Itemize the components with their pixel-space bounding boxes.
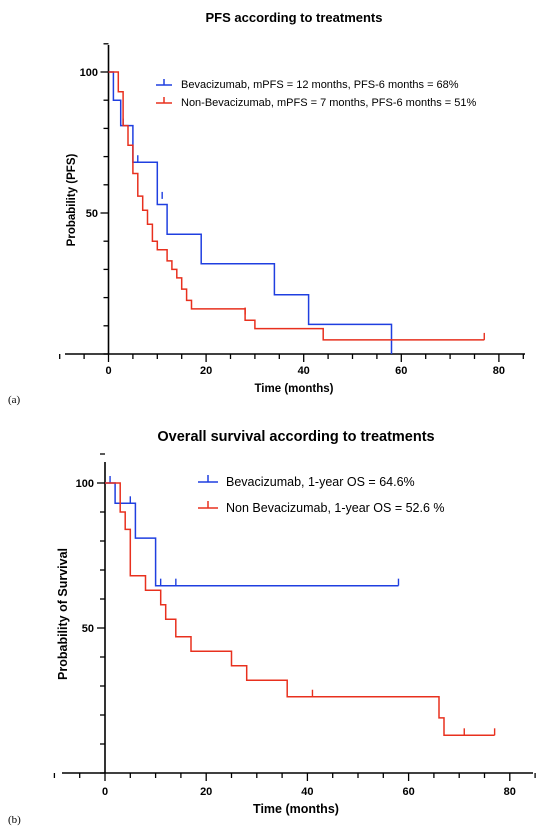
chart-a-legend-label-nonbev: Non-Bevacizumab, mPFS = 7 months, PFS-6 … xyxy=(181,97,477,109)
chart-a-legend: Bevacizumab, mPFS = 12 months, PFS-6 mon… xyxy=(156,79,477,109)
chart-b-x-tick-label: 40 xyxy=(301,786,313,798)
chart-a-ylabel: Probability (PFS) xyxy=(66,154,78,247)
chart-a-title: PFS according to treatments xyxy=(206,10,383,25)
chart-b-series-0-line xyxy=(105,482,399,587)
chart-b-ylabel: Probability of Survival xyxy=(56,548,70,680)
chart-b-title: Overall survival according to treatments xyxy=(157,429,434,445)
chart-b-x-tick-label: 80 xyxy=(504,786,516,798)
chart-a-legend-label-bev: Bevacizumab, mPFS = 12 months, PFS-6 mon… xyxy=(181,79,459,91)
chart-b-y-tick-label: 50 xyxy=(82,623,94,635)
chart-a-y-tick-label: 100 xyxy=(80,67,98,79)
chart-a-x-tick-label: 60 xyxy=(395,365,407,377)
chart-a-xlabel: Time (months) xyxy=(254,383,333,395)
chart-a-plot-area: 0 20 40 60 80 50 100 xyxy=(59,43,525,377)
chart-b-x-tick-label: 20 xyxy=(200,786,212,798)
chart-b-legend-label-bev: Bevacizumab, 1-year OS = 64.6% xyxy=(226,475,415,489)
chart-b-plot-area: 0 20 40 60 80 50 100 xyxy=(53,453,536,798)
chart-b-xlabel: Time (months) xyxy=(253,802,339,816)
chart-a-y-tick-label: 50 xyxy=(86,208,98,220)
panel-a: PFS according to treatments 0 20 40 60 80 50 1… xyxy=(8,10,525,406)
chart-a-x-tick-label: 80 xyxy=(493,365,505,377)
chart-b-series-1-line xyxy=(105,482,495,737)
chart-a-panel-label: (a) xyxy=(8,394,21,406)
chart-b-legend-label-nonbev: Non Bevacizumab, 1-year OS = 52.6 % xyxy=(226,501,445,515)
chart-b-panel-label: (b) xyxy=(8,814,21,826)
chart-a-series-1-line xyxy=(108,71,485,341)
chart-a-x-tick-label: 0 xyxy=(105,365,111,377)
chart-a-x-tick-label: 40 xyxy=(298,365,310,377)
chart-a-series-0-line xyxy=(108,71,393,354)
chart-b-x-tick-label: 0 xyxy=(102,786,108,798)
chart-a-x-tick-label: 20 xyxy=(200,365,212,377)
chart-b-y-tick-label: 100 xyxy=(76,478,94,490)
chart-b-legend: Bevacizumab, 1-year OS = 64.6% Non Bevac… xyxy=(198,475,445,515)
panel-b: Overall survival according to treatments… xyxy=(8,429,536,826)
chart-b-x-tick-label: 60 xyxy=(402,786,414,798)
